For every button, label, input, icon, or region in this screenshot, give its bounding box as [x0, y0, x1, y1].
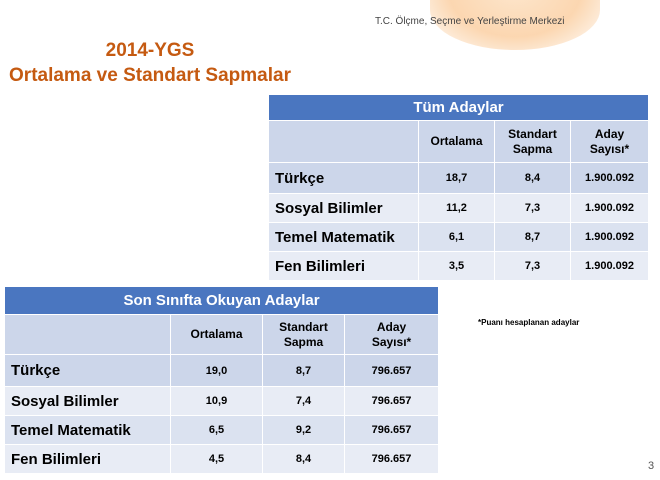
title-line-2: Ortalama ve Standart Sapmalar [9, 65, 291, 86]
cell-sapma: 7,4 [262, 386, 345, 416]
table-row: Türkçe 19,0 8,7 796.657 [4, 354, 440, 387]
table-title: Son Sınıfta Okuyan Adaylar [3, 286, 440, 315]
cell-ortalama: 19,0 [170, 354, 263, 387]
cell-ortalama: 3,5 [418, 251, 495, 281]
table-row: Sosyal Bilimler 10,9 7,4 796.657 [4, 386, 440, 416]
cell-ortalama: 11,2 [418, 193, 495, 223]
cell-sayi: 1.900.092 [570, 222, 649, 252]
cell-sayi: 796.657 [343, 354, 440, 387]
page-number: 3 [648, 460, 655, 472]
row-label: Türkçe [4, 354, 171, 387]
cell-sapma: 7,3 [494, 193, 571, 223]
table-row: Temel Matematik 6,5 9,2 796.657 [4, 415, 440, 445]
footnote: *Puanı hesaplanan adaylar [478, 318, 580, 327]
slide-title: 2014-YGS Ortalama ve Standart Sapmalar [0, 38, 300, 88]
row-label: Sosyal Bilimler [4, 386, 171, 416]
row-label: Fen Bilimleri [4, 444, 171, 474]
cell-sayi: 1.900.092 [570, 251, 649, 281]
cell-sayi: 796.657 [343, 415, 440, 445]
table-row: Sosyal Bilimler 11,2 7,3 1.900.092 [268, 193, 649, 223]
column-header-aday-sayisi: Aday Sayısı* [343, 314, 440, 355]
row-label: Türkçe [268, 162, 419, 194]
row-label: Fen Bilimleri [268, 251, 419, 281]
cell-sayi: 796.657 [343, 386, 440, 416]
blank-header-cell [268, 120, 419, 163]
row-label: Temel Matematik [4, 415, 171, 445]
cell-sayi: 1.900.092 [570, 162, 649, 194]
cell-sapma: 9,2 [262, 415, 345, 445]
cell-sapma: 8,7 [262, 354, 345, 387]
table-title: Tüm Adaylar [268, 94, 649, 121]
cell-ortalama: 4,5 [170, 444, 263, 474]
table-row: Fen Bilimleri 4,5 8,4 796.657 [4, 444, 440, 474]
table-row: Fen Bilimleri 3,5 7,3 1.900.092 [268, 251, 649, 281]
cell-sapma: 8,4 [494, 162, 571, 194]
row-label: Temel Matematik [268, 222, 419, 252]
cell-ortalama: 10,9 [170, 386, 263, 416]
cell-ortalama: 18,7 [418, 162, 495, 194]
column-header-ortalama: Ortalama [170, 314, 263, 355]
cell-sapma: 7,3 [494, 251, 571, 281]
title-line-1: 2014-YGS [105, 40, 195, 61]
table-row: Türkçe 18,7 8,4 1.900.092 [268, 162, 649, 194]
column-header-ortalama: Ortalama [418, 120, 495, 163]
cell-ortalama: 6,5 [170, 415, 263, 445]
cell-ortalama: 6,1 [418, 222, 495, 252]
table-row: Temel Matematik 6,1 8,7 1.900.092 [268, 222, 649, 252]
row-label: Sosyal Bilimler [268, 193, 419, 223]
cell-sapma: 8,4 [262, 444, 345, 474]
cell-sayi: 796.657 [343, 444, 440, 474]
organization-name: T.C. Ölçme, Seçme ve Yerleştirme Merkezi [375, 16, 565, 27]
column-header-standart-sapma: Standart Sapma [494, 120, 571, 163]
column-header-aday-sayisi: Aday Sayısı* [570, 120, 649, 163]
final-year-candidates-table: Son Sınıfta Okuyan Adaylar Ortalama Stan… [3, 286, 440, 474]
column-header-standart-sapma: Standart Sapma [262, 314, 345, 355]
all-candidates-table: Tüm Adaylar Ortalama Standart Sapma Aday S… [268, 94, 649, 281]
cell-sayi: 1.900.092 [570, 193, 649, 223]
cell-sapma: 8,7 [494, 222, 571, 252]
blank-header-cell [4, 314, 171, 355]
